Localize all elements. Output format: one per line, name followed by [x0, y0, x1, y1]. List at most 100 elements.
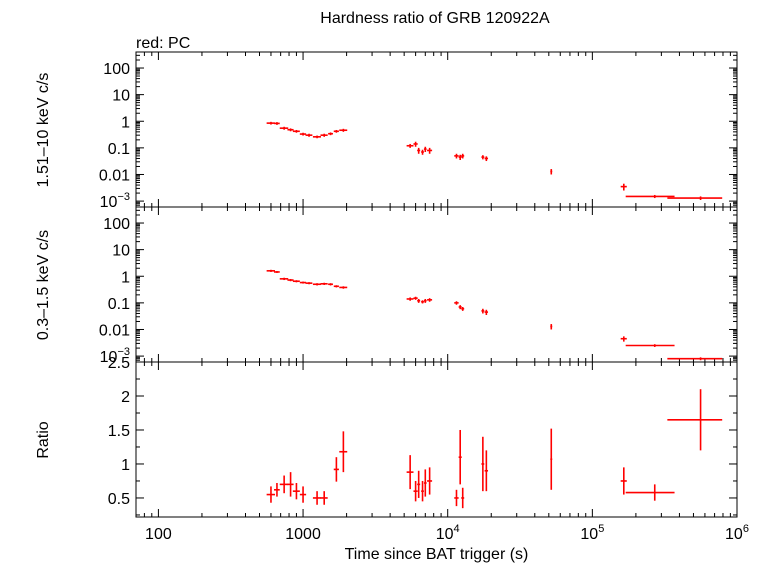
data-point	[287, 278, 294, 282]
plot-frame	[135, 206, 738, 363]
data-point	[427, 298, 433, 302]
panel-1: 100 10 1 0.1 0.01 10−3 1.51–10 keV c/s	[35, 51, 738, 211]
data-point	[620, 183, 627, 191]
data-points	[266, 121, 723, 200]
data-point	[279, 475, 289, 494]
data-point	[417, 470, 421, 498]
data-point	[454, 301, 459, 305]
data-point	[484, 156, 489, 162]
data-point	[299, 132, 307, 136]
y-tick-label: 10−3	[100, 191, 130, 211]
data-point	[320, 491, 328, 505]
data-point	[667, 389, 723, 451]
series-note: red: PC	[136, 35, 190, 52]
data-point	[620, 467, 627, 495]
data-point	[320, 133, 328, 137]
data-point	[406, 455, 414, 490]
data-point	[274, 271, 280, 273]
data-point	[667, 357, 723, 361]
y-tick-label: 0.01	[99, 167, 130, 184]
data-point	[266, 486, 276, 503]
data-point	[625, 344, 675, 347]
data-point	[406, 297, 414, 301]
y-tick-label: 0.1	[108, 141, 130, 158]
data-point	[328, 132, 333, 136]
y-tick-label: 10	[112, 88, 130, 105]
data-point	[481, 436, 485, 492]
data-point	[287, 472, 294, 497]
data-point	[299, 281, 307, 284]
y-tick-label: 1	[121, 269, 130, 286]
data-point	[625, 194, 675, 199]
y-tick-label: 10	[112, 243, 130, 260]
data-point	[305, 133, 313, 137]
data-point	[423, 469, 427, 497]
data-point	[305, 282, 313, 285]
data-point	[620, 336, 627, 342]
data-point	[292, 280, 300, 283]
data-point	[458, 429, 462, 485]
data-point	[333, 457, 339, 482]
data-point	[423, 298, 427, 303]
x-tick-label: 104	[436, 523, 460, 543]
y-tick-label: 1	[121, 457, 130, 474]
plot-frame	[135, 51, 738, 208]
panel-3: 0.5 1 1.5 2 2.5 Ratio 100 1000 104 105 106 Time sin…	[35, 355, 749, 563]
data-point	[421, 149, 424, 155]
x-axis-label: Time since BAT trigger (s)	[345, 546, 529, 563]
y-tick-label: 2.5	[108, 355, 130, 372]
data-point	[339, 128, 348, 132]
data-point	[274, 483, 280, 497]
chart-title: Hardness ratio of GRB 120922A	[320, 10, 550, 27]
data-point	[312, 135, 321, 139]
data-point	[299, 486, 307, 503]
data-point	[625, 484, 675, 501]
y-tick-label: 1	[121, 114, 130, 131]
data-point	[454, 153, 459, 159]
data-point	[461, 306, 465, 311]
data-point	[328, 283, 333, 286]
data-points	[266, 389, 723, 509]
data-point	[421, 480, 424, 502]
data-point	[417, 147, 421, 154]
data-point	[266, 269, 276, 272]
data-point	[417, 298, 421, 303]
data-point	[406, 143, 414, 148]
data-point	[333, 285, 339, 288]
data-point	[461, 487, 465, 509]
y-tick-label: 0.5	[108, 491, 130, 508]
data-point	[423, 146, 427, 152]
data-point	[550, 169, 553, 175]
data-point	[266, 121, 276, 125]
y-tick-label: 2	[121, 389, 130, 406]
data-point	[339, 286, 348, 289]
data-point	[427, 147, 433, 154]
y-tick-label: 0.1	[108, 296, 130, 313]
data-point	[292, 483, 300, 500]
x-tick-label: 106	[725, 523, 749, 543]
y-tick-label: 1.5	[108, 423, 130, 440]
x-tick-label: 105	[580, 523, 604, 543]
data-point	[454, 489, 459, 507]
y-axis-label: Ratio	[35, 421, 52, 458]
y-tick-label: 100	[103, 61, 130, 78]
data-point	[274, 122, 280, 125]
data-point	[279, 126, 289, 130]
data-point	[481, 155, 485, 160]
data-point	[458, 154, 462, 161]
data-point	[413, 480, 418, 502]
data-point	[320, 282, 328, 285]
data-point	[484, 450, 489, 492]
data-point	[333, 129, 339, 133]
plot-frame	[135, 361, 738, 518]
data-point	[312, 283, 321, 286]
x-tick-label: 100	[145, 526, 172, 543]
data-point	[339, 431, 348, 473]
data-point	[461, 153, 465, 159]
y-tick-label: 0.01	[99, 322, 130, 339]
data-point	[484, 309, 489, 316]
data-point	[458, 305, 462, 310]
data-point	[481, 308, 485, 314]
